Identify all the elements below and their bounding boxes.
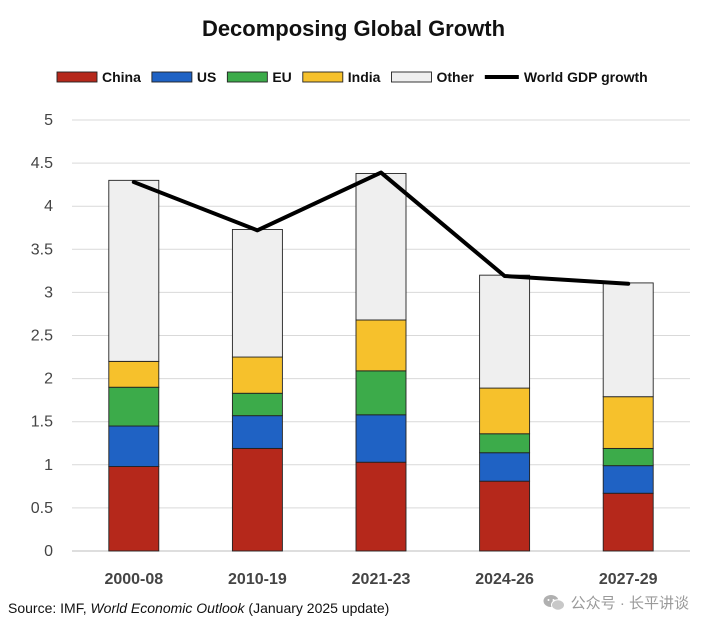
bar-eu-2000-08	[108, 386, 160, 427]
y-tick-label: 4.5	[31, 155, 53, 172]
legend-swatch	[226, 71, 268, 83]
x-tick-label: 2000-08	[104, 571, 163, 588]
watermark-text: 公众号 · 长平讲谈	[570, 595, 689, 612]
bar-india-2000-08	[108, 360, 160, 388]
bar-china-2000-08	[108, 466, 160, 552]
y-tick-label: 0.5	[31, 500, 53, 517]
y-tick-label: 5	[44, 112, 53, 129]
y-tick-label: 2	[44, 371, 53, 388]
world-gdp-line	[131, 170, 631, 286]
legend-swatch	[302, 71, 344, 83]
legend-label: US	[197, 69, 216, 85]
bar-eu-2021-23	[355, 370, 407, 416]
bar-eu-2024-26	[479, 433, 531, 454]
legend-swatch	[151, 71, 193, 83]
legend: China US EU India Other World GDP growth	[56, 69, 648, 85]
x-tick-label: 2010-19	[228, 571, 287, 588]
bar-us-2024-26	[479, 452, 531, 482]
bars	[108, 172, 654, 552]
legend-item-other: Other	[391, 69, 474, 85]
bar-china-2010-19	[231, 447, 283, 552]
y-tick-label: 4	[44, 198, 53, 215]
x-tick-label: 2024-26	[475, 571, 534, 588]
wechat-icon	[543, 594, 565, 611]
bar-india-2024-26	[479, 387, 531, 435]
x-axis-ticks: 2000-08 2010-19 2021-23 2024-26 2027-29	[104, 571, 657, 588]
bar-other-2000-08	[108, 179, 160, 362]
bar-other-2021-23	[355, 172, 407, 321]
legend-label: World GDP growth	[524, 69, 648, 85]
legend-label: EU	[272, 69, 291, 85]
legend-item-eu: EU	[226, 69, 292, 85]
legend-swatch	[391, 71, 432, 83]
source-publication: World Economic Outlook	[90, 600, 245, 616]
legend-label: Other	[436, 69, 474, 85]
legend-item-china: China	[56, 69, 141, 85]
bar-other-2027-29	[602, 282, 654, 398]
bar-eu-2027-29	[602, 447, 654, 467]
bar-us-2010-19	[231, 415, 283, 449]
bar-india-2021-23	[355, 319, 407, 372]
y-tick-label: 0	[44, 543, 53, 560]
legend-label: India	[348, 69, 381, 85]
legend-swatch	[56, 71, 98, 83]
legend-item-world-gdp-growth: World GDP growth	[484, 69, 648, 85]
bar-us-2021-23	[355, 414, 407, 463]
bar-other-2010-19	[231, 229, 283, 358]
stacked-bar-chart: 0 0.5 1 1.5 2 2.5 3 3.5 4 4.5 5 2000-08 2010-19 2021…	[31, 69, 690, 588]
chart-title: Decomposing Global Growth	[201, 16, 506, 41]
legend-item-india: India	[302, 69, 381, 85]
source-suffix: (January 2025 update)	[244, 600, 390, 616]
bar-china-2027-29	[602, 492, 654, 552]
source-prefix: Source: IMF,	[8, 600, 91, 616]
bar-india-2027-29	[602, 396, 654, 449]
watermark: 公众号 · 长平讲谈	[543, 592, 689, 613]
x-tick-label: 2027-29	[599, 571, 658, 588]
bar-eu-2010-19	[231, 392, 283, 417]
legend-label: China	[102, 69, 141, 85]
x-tick-label: 2021-23	[352, 571, 411, 588]
y-axis-ticks: 0 0.5 1 1.5 2 2.5 3 3.5 4 4.5 5	[31, 112, 53, 560]
bar-other-2024-26	[479, 274, 531, 389]
y-tick-label: 3	[44, 284, 53, 301]
y-tick-label: 1	[44, 457, 53, 474]
source-note: Source: IMF, World Economic Outlook (Jan…	[8, 600, 389, 616]
bar-us-2027-29	[602, 465, 654, 494]
bar-china-2021-23	[355, 461, 407, 552]
y-tick-label: 1.5	[31, 414, 53, 431]
y-tick-label: 3.5	[31, 241, 53, 258]
legend-item-us: US	[151, 69, 216, 85]
y-tick-label: 2.5	[31, 328, 53, 345]
bar-us-2000-08	[108, 425, 160, 467]
bar-india-2010-19	[231, 356, 283, 394]
bar-china-2024-26	[479, 480, 531, 552]
